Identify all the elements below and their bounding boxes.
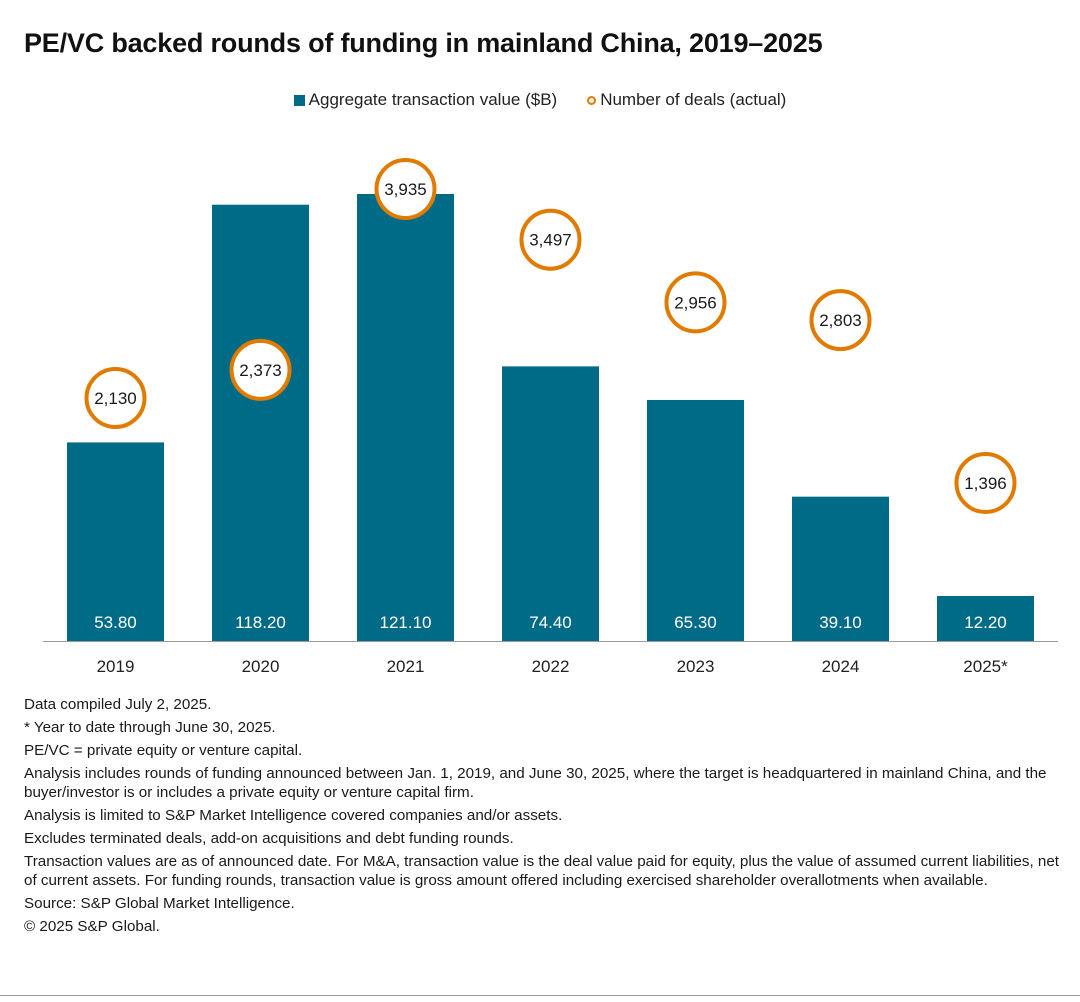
deal-marker-2020 bbox=[229, 338, 292, 401]
deal-marker-2023 bbox=[664, 271, 727, 334]
chart-title: PE/VC backed rounds of funding in mainla… bbox=[24, 28, 823, 58]
bar-2019 bbox=[67, 442, 164, 641]
chart-plot-area: 53.80 2019 2,130 118.20 2020 2,373 121.10 2021 3… bbox=[43, 158, 1058, 676]
x-tick-label-2024: 2024 bbox=[822, 657, 860, 676]
note-data-compiled: Data compiled July 2, 2025. bbox=[24, 696, 212, 713]
note-source: Source: S&P Global Market Intelligence. bbox=[24, 895, 295, 912]
deal-count-label-2019: 2,130 bbox=[94, 389, 137, 408]
bar-2023 bbox=[647, 399, 744, 641]
legend-label-transaction-value: Aggregate transaction value ($B) bbox=[308, 90, 558, 109]
deal-count-label-2021: 3,935 bbox=[384, 180, 427, 199]
deal-count-label-2022: 3,497 bbox=[529, 231, 572, 250]
legend-label-number-of-deals: Number of deals (actual) bbox=[600, 90, 787, 109]
bar-value-label-2024: 39.10 bbox=[819, 613, 862, 632]
legend-item-number-of-deals: Number of deals (actual) bbox=[587, 90, 786, 110]
legend-item-transaction-value: Aggregate transaction value ($B) bbox=[293, 90, 558, 110]
legend-bar-swatch-icon bbox=[293, 94, 305, 106]
bar-value-label-2025: 12.20 bbox=[964, 613, 1007, 632]
chart-legend: Aggregate transaction value ($B) Number … bbox=[0, 90, 1080, 110]
note-exclusions: Excludes terminated deals, add-on acquis… bbox=[24, 830, 514, 847]
bar-2025 bbox=[937, 595, 1034, 641]
x-tick-label-2023: 2023 bbox=[677, 657, 715, 676]
deal-marker-2024 bbox=[809, 289, 872, 352]
note-year-to-date: * Year to date through June 30, 2025. bbox=[24, 719, 276, 736]
deal-marker-2019 bbox=[84, 367, 147, 429]
bar-value-label-2019: 53.80 bbox=[94, 613, 137, 632]
deal-marker-2022 bbox=[519, 208, 582, 271]
bar-2021 bbox=[357, 194, 454, 641]
note-pevc-definition: PE/VC = private equity or venture capita… bbox=[24, 742, 303, 759]
note-analysis-scope: Analysis includes rounds of funding anno… bbox=[24, 765, 1047, 801]
x-tick-label-2022: 2022 bbox=[532, 657, 570, 676]
bottom-divider bbox=[0, 995, 1080, 996]
deal-count-label-2024: 2,803 bbox=[819, 311, 862, 330]
legend-circle-swatch-icon bbox=[587, 95, 597, 105]
bar-value-label-2020: 118.20 bbox=[235, 613, 286, 632]
deal-marker-2025 bbox=[954, 451, 1017, 514]
bar-value-label-2021: 121.10 bbox=[380, 613, 432, 632]
chart-notes: Data compiled July 2, 2025. * Year to da… bbox=[24, 695, 1069, 940]
bar-value-label-2022: 74.40 bbox=[529, 613, 572, 632]
bar-2024 bbox=[792, 496, 889, 641]
note-coverage-limit: Analysis is limited to S&P Market Intell… bbox=[24, 807, 563, 824]
bar-2022 bbox=[502, 366, 599, 641]
bar-value-label-2023: 65.30 bbox=[674, 613, 717, 632]
deal-count-label-2023: 2,956 bbox=[674, 293, 717, 312]
deal-marker-2021 bbox=[374, 158, 437, 220]
x-tick-label-2025: 2025* bbox=[963, 657, 1008, 676]
note-transaction-values: Transaction values are as of announced d… bbox=[24, 853, 1060, 889]
x-tick-label-2019: 2019 bbox=[97, 657, 135, 676]
note-copyright: © 2025 S&P Global. bbox=[24, 918, 160, 935]
x-tick-label-2021: 2021 bbox=[387, 657, 425, 676]
bar-2020 bbox=[212, 204, 309, 641]
deal-count-label-2020: 2,373 bbox=[239, 361, 282, 380]
x-tick-label-2020: 2020 bbox=[242, 657, 280, 676]
deal-count-label-2025: 1,396 bbox=[964, 474, 1007, 493]
